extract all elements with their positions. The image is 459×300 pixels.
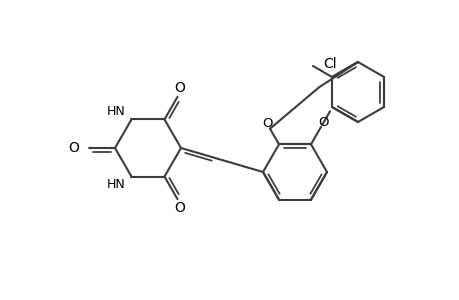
Text: O: O bbox=[262, 117, 273, 130]
Text: HN: HN bbox=[106, 178, 125, 191]
Text: O: O bbox=[174, 81, 185, 95]
Text: O: O bbox=[318, 116, 329, 130]
Text: O: O bbox=[174, 201, 185, 215]
Text: O: O bbox=[68, 141, 79, 155]
Text: Cl: Cl bbox=[322, 57, 336, 71]
Text: HN: HN bbox=[106, 105, 125, 118]
